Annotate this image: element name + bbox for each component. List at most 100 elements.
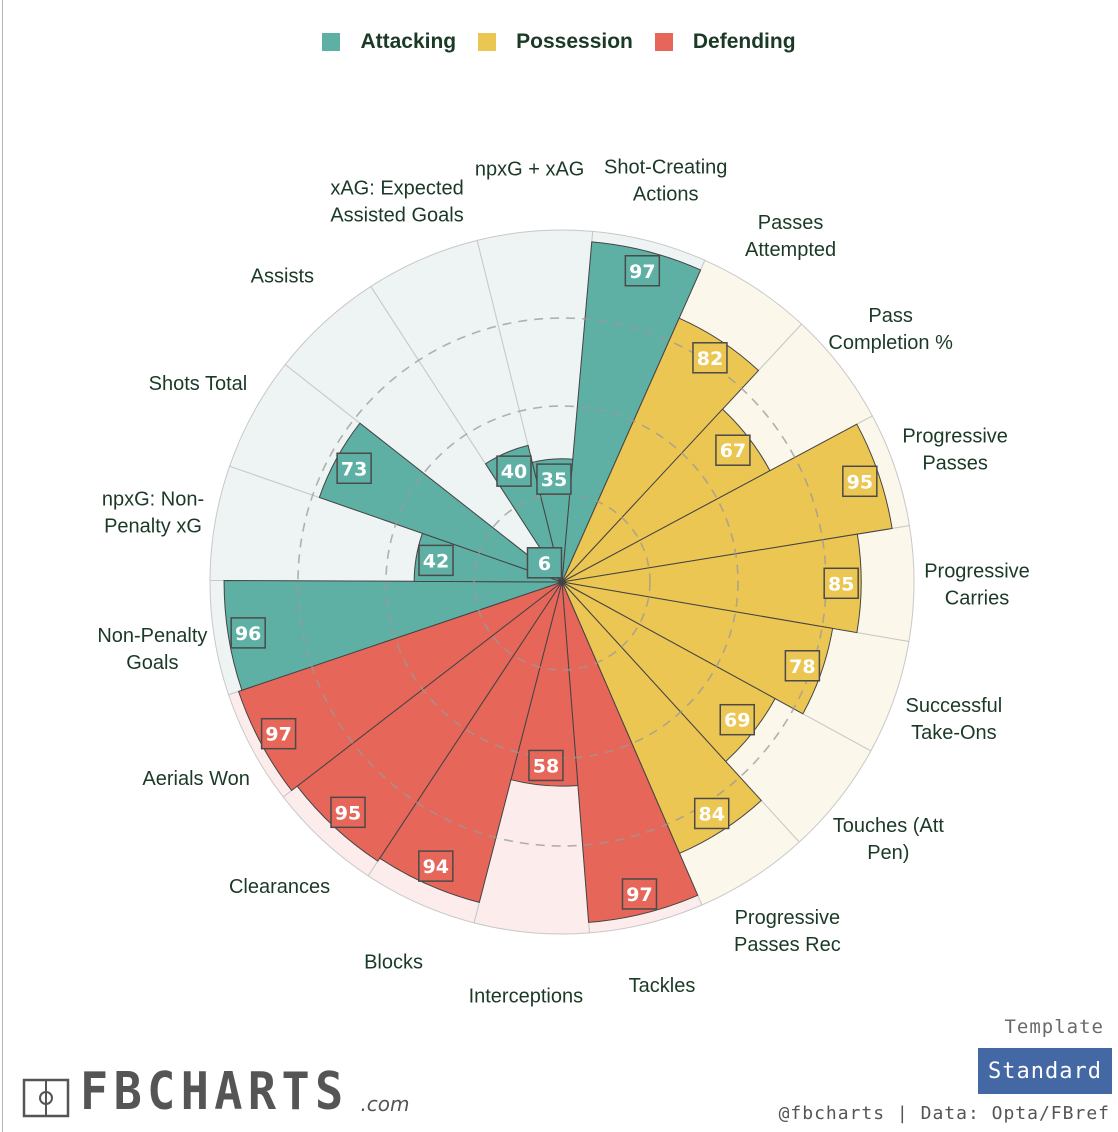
- category-label-successful-take-ons: Successful Take-Ons: [906, 695, 1003, 744]
- value-box: [621, 878, 658, 910]
- category-label-tackles: Tackles: [629, 975, 696, 997]
- legend-item-defending: Defending: [654, 30, 796, 54]
- category-label-clearances: Clearances: [229, 876, 330, 898]
- legend-item-possession: Possession: [478, 30, 633, 54]
- value-box: [719, 703, 756, 736]
- value-label-touches-att-pen: 69: [719, 703, 756, 736]
- value-bars: [223, 241, 893, 923]
- value-text: 97: [626, 884, 652, 906]
- data-credit: @fbcharts | Data: Opta/FBref: [778, 1103, 1110, 1124]
- pitch-icon: [22, 1078, 70, 1118]
- value-text: 95: [335, 802, 361, 824]
- value-text: 42: [423, 550, 449, 572]
- value-text: 67: [720, 440, 746, 462]
- value-label-aerials-won: 97: [260, 717, 297, 750]
- value-label-shots-total: 73: [336, 452, 372, 485]
- value-text: 95: [847, 471, 873, 493]
- value-text: 73: [341, 458, 367, 480]
- value-label-non-penalty-goals: 96: [230, 617, 266, 649]
- category-label-pass-completion: Pass Completion %: [828, 305, 953, 354]
- value-box: [230, 617, 266, 649]
- category-label-blocks: Blocks: [364, 951, 423, 973]
- value-label-progressive-passes-rec: 84: [693, 797, 730, 830]
- value-text: 78: [789, 656, 815, 678]
- legend-swatch-defending: [654, 33, 673, 51]
- value-box: [624, 255, 661, 287]
- frame-border: [2, 0, 3, 1132]
- category-label-xag-expected-assisted-goals: xAG: Expected Assisted Goals: [330, 178, 463, 227]
- value-text: 97: [265, 724, 291, 746]
- value-box: [526, 547, 563, 579]
- value-box: [693, 797, 730, 830]
- value-label-npxg-non-penalty-xg: 42: [418, 544, 454, 577]
- value-text: 35: [541, 469, 567, 491]
- value-box: [536, 463, 572, 495]
- legend: Attacking Possession Defending: [0, 30, 1118, 54]
- category-label-assists: Assists: [251, 265, 314, 287]
- value-text: 58: [533, 755, 559, 777]
- value-labels: 97 82 67 95 85 78 69 84 97 58 94 95 97 96 42 73 6 40 35: [230, 255, 878, 910]
- value-box: [496, 455, 532, 487]
- category-label-progressive-passes-rec: Progressive Passes Rec: [734, 907, 841, 956]
- legend-label-possession: Possession: [516, 30, 633, 53]
- value-text: 96: [235, 623, 261, 645]
- value-label-progressive-passes: 95: [842, 465, 878, 498]
- value-box: [418, 850, 454, 882]
- legend-item-attacking: Attacking: [322, 30, 456, 54]
- value-box: [692, 342, 728, 374]
- category-label-npxg-non-penalty-xg: npxG: Non-Penalty xG: [102, 488, 204, 537]
- legend-label-defending: Defending: [692, 30, 796, 53]
- value-text: 69: [724, 710, 750, 732]
- value-label-xag-expected-assisted-goals: 40: [496, 455, 532, 487]
- value-label-tackles: 97: [621, 878, 658, 910]
- category-label-aerials-won: Aerials Won: [142, 768, 249, 790]
- legend-swatch-possession: [478, 33, 497, 51]
- value-label-passes-attempted: 82: [692, 342, 728, 374]
- legend-swatch-attacking: [322, 33, 341, 51]
- category-label-interceptions: Interceptions: [469, 985, 584, 1007]
- value-label-blocks: 94: [418, 850, 454, 882]
- value-label-shot-creating-actions: 97: [624, 255, 661, 287]
- value-box: [418, 544, 454, 577]
- bar-passes-attempted: [561, 317, 760, 583]
- legend-label-attacking: Attacking: [360, 30, 457, 53]
- value-box: [842, 465, 878, 498]
- value-text: 6: [538, 553, 551, 575]
- value-text: 94: [423, 856, 449, 878]
- value-box: [528, 749, 564, 782]
- value-text: 84: [698, 803, 724, 825]
- bar-progressive-carries: [561, 533, 862, 634]
- logo-text: FBCHARTS: [80, 1062, 349, 1122]
- category-label-progressive-carries: Progressive Carries: [924, 560, 1030, 609]
- category-label-shots-total: Shots Total: [149, 373, 248, 395]
- value-box: [330, 796, 366, 829]
- value-label-clearances: 95: [330, 796, 366, 829]
- value-label-npxg-xag: 35: [536, 463, 572, 495]
- template-select-button[interactable]: Standard: [978, 1048, 1112, 1094]
- bar-tackles: [561, 581, 699, 923]
- value-box: [784, 650, 821, 682]
- fbcharts-logo: FBCHARTS .com: [22, 1066, 410, 1118]
- value-box: [715, 434, 751, 466]
- value-label-successful-take-ons: 78: [784, 650, 821, 682]
- category-label-touches-att-pen: Touches (Att Pen): [833, 815, 945, 864]
- value-label-interceptions: 58: [528, 749, 564, 782]
- logo-domain: .com: [360, 1092, 410, 1116]
- grid-ring-25: [473, 493, 651, 671]
- value-text: 97: [629, 261, 655, 283]
- category-label-shot-creating-actions: Shot-Creating Actions: [604, 157, 727, 206]
- bar-non-penalty-goals: [223, 579, 563, 691]
- value-box: [823, 567, 859, 600]
- value-text: 85: [828, 573, 854, 595]
- bar-successful-take-ons: [561, 581, 834, 715]
- bar-progressive-passes: [561, 423, 893, 583]
- category-label-npxg-xag: npxG + xAG: [475, 158, 585, 180]
- value-text: 40: [501, 461, 527, 483]
- value-label-assists: 6: [526, 547, 563, 579]
- value-box: [260, 717, 297, 750]
- category-label-passes-attempted: Passes Attempted: [745, 212, 836, 261]
- category-label-non-penalty-goals: Non-Penalty Goals: [97, 625, 207, 674]
- value-label-progressive-carries: 85: [823, 567, 859, 600]
- template-label: Template: [1004, 1016, 1104, 1038]
